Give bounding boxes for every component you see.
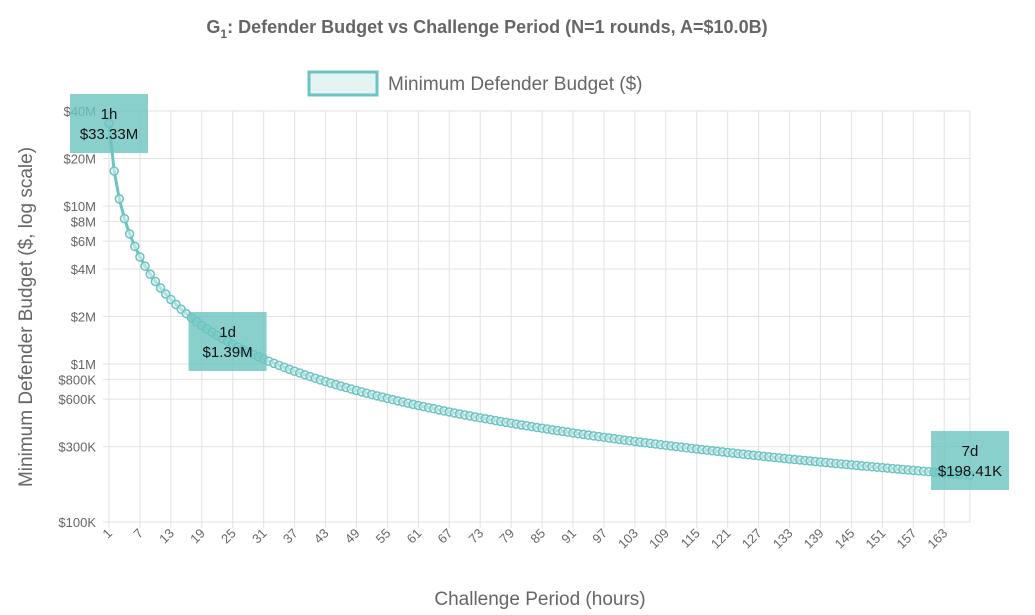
chart-title-main: G bbox=[206, 17, 220, 37]
x-tick-label: 121 bbox=[708, 526, 734, 552]
chart-title-rest: : Defender Budget vs Challenge Period (N… bbox=[227, 17, 767, 37]
y-axis-ticks: $40M$20M$10M$8M$6M$4M$2M$1M$800K$600K$30… bbox=[58, 104, 96, 530]
annotation-value: $33.33M bbox=[80, 126, 138, 143]
legend-swatch[interactable] bbox=[307, 70, 379, 97]
x-tick-label: 85 bbox=[527, 526, 548, 547]
annotation-background bbox=[70, 94, 148, 154]
data-point[interactable] bbox=[140, 261, 150, 271]
data-point[interactable] bbox=[145, 269, 155, 279]
x-axis-ticks: 1 7 13 19 25 31 37 43 49 55 61 67 73 79 85 91 97 103 109 11… bbox=[99, 526, 950, 552]
x-tick-label: 19 bbox=[187, 526, 208, 547]
x-tick-label: 7 bbox=[130, 526, 146, 542]
x-tick-label: 103 bbox=[615, 526, 641, 552]
series-line bbox=[104, 118, 975, 480]
y-tick-label: $20M bbox=[63, 152, 96, 167]
y-axis-title: Minimum Defender Budget ($, log scale) bbox=[16, 147, 37, 487]
x-tick-label: 25 bbox=[218, 526, 239, 547]
annotation-box: 1h $33.33M bbox=[70, 94, 148, 154]
x-tick-label: 115 bbox=[678, 526, 703, 551]
x-tick-label: 157 bbox=[893, 526, 919, 552]
y-tick-label: $2M bbox=[71, 310, 96, 325]
legend[interactable]: Minimum Defender Budget ($) bbox=[307, 70, 643, 97]
annotation-background bbox=[931, 431, 1009, 490]
x-tick-label: 145 bbox=[832, 526, 858, 552]
annotation-background bbox=[188, 312, 267, 372]
annotation-label: 1h bbox=[101, 106, 118, 123]
chart-title-subscript: 1 bbox=[220, 27, 227, 41]
annotation-box: 7d $198.41K bbox=[931, 431, 1009, 490]
y-tick-label: $4M bbox=[71, 262, 96, 277]
y-tick-label: $10M bbox=[63, 199, 96, 214]
x-tick-label: 13 bbox=[156, 526, 177, 547]
x-tick-label: 79 bbox=[496, 526, 517, 547]
x-tick-label: 109 bbox=[646, 526, 672, 552]
annotations: 1h $33.33M 1d $1.39M 7d $198.41K bbox=[70, 94, 1009, 490]
x-tick-label: 1 bbox=[99, 526, 115, 542]
x-axis-title: Challenge Period (hours) bbox=[434, 589, 645, 610]
x-tick-label: 163 bbox=[924, 526, 950, 552]
data-point[interactable] bbox=[124, 229, 135, 239]
y-tick-label: $6M bbox=[71, 234, 96, 249]
x-tick-label: 67 bbox=[435, 526, 456, 547]
series-path bbox=[107, 123, 971, 477]
x-tick-label: 61 bbox=[404, 526, 425, 547]
data-point[interactable] bbox=[109, 166, 119, 176]
y-tick-label: $800K bbox=[58, 372, 96, 387]
y-tick-label: $100K bbox=[58, 515, 96, 530]
data-point[interactable] bbox=[114, 194, 125, 204]
x-tick-label: 31 bbox=[249, 526, 270, 547]
x-tick-label: 73 bbox=[465, 526, 486, 547]
grid bbox=[103, 110, 971, 528]
annotation-label: 7d bbox=[962, 443, 979, 460]
data-point[interactable] bbox=[135, 252, 145, 262]
x-tick-label: 49 bbox=[342, 526, 363, 547]
y-tick-label: $300K bbox=[58, 440, 96, 455]
annotation-value: $198.41K bbox=[938, 463, 1002, 480]
x-tick-label: 55 bbox=[373, 526, 394, 547]
x-tick-label: 139 bbox=[801, 526, 827, 552]
y-tick-label: $600K bbox=[58, 392, 96, 407]
x-tick-label: 43 bbox=[311, 526, 332, 547]
x-tick-label: 133 bbox=[770, 526, 796, 552]
annotation-label: 1d bbox=[219, 324, 236, 341]
y-tick-label: $8M bbox=[71, 214, 96, 229]
annotation-box: 1d $1.39M bbox=[188, 312, 267, 372]
data-point[interactable] bbox=[119, 213, 130, 224]
annotation-value: $1.39M bbox=[203, 344, 253, 361]
x-tick-label: 37 bbox=[280, 526, 301, 547]
x-tick-label: 97 bbox=[589, 526, 610, 547]
x-tick-label: 151 bbox=[863, 526, 889, 552]
data-point[interactable] bbox=[130, 241, 140, 252]
x-tick-label: 127 bbox=[739, 526, 765, 552]
x-tick-label: 91 bbox=[558, 526, 579, 547]
data-point[interactable] bbox=[155, 283, 166, 293]
chart-title: G1: Defender Budget vs Challenge Period … bbox=[206, 17, 767, 41]
y-tick-label: $1M bbox=[71, 357, 96, 372]
legend-label[interactable]: Minimum Defender Budget ($) bbox=[388, 74, 643, 95]
data-point[interactable] bbox=[150, 276, 161, 287]
